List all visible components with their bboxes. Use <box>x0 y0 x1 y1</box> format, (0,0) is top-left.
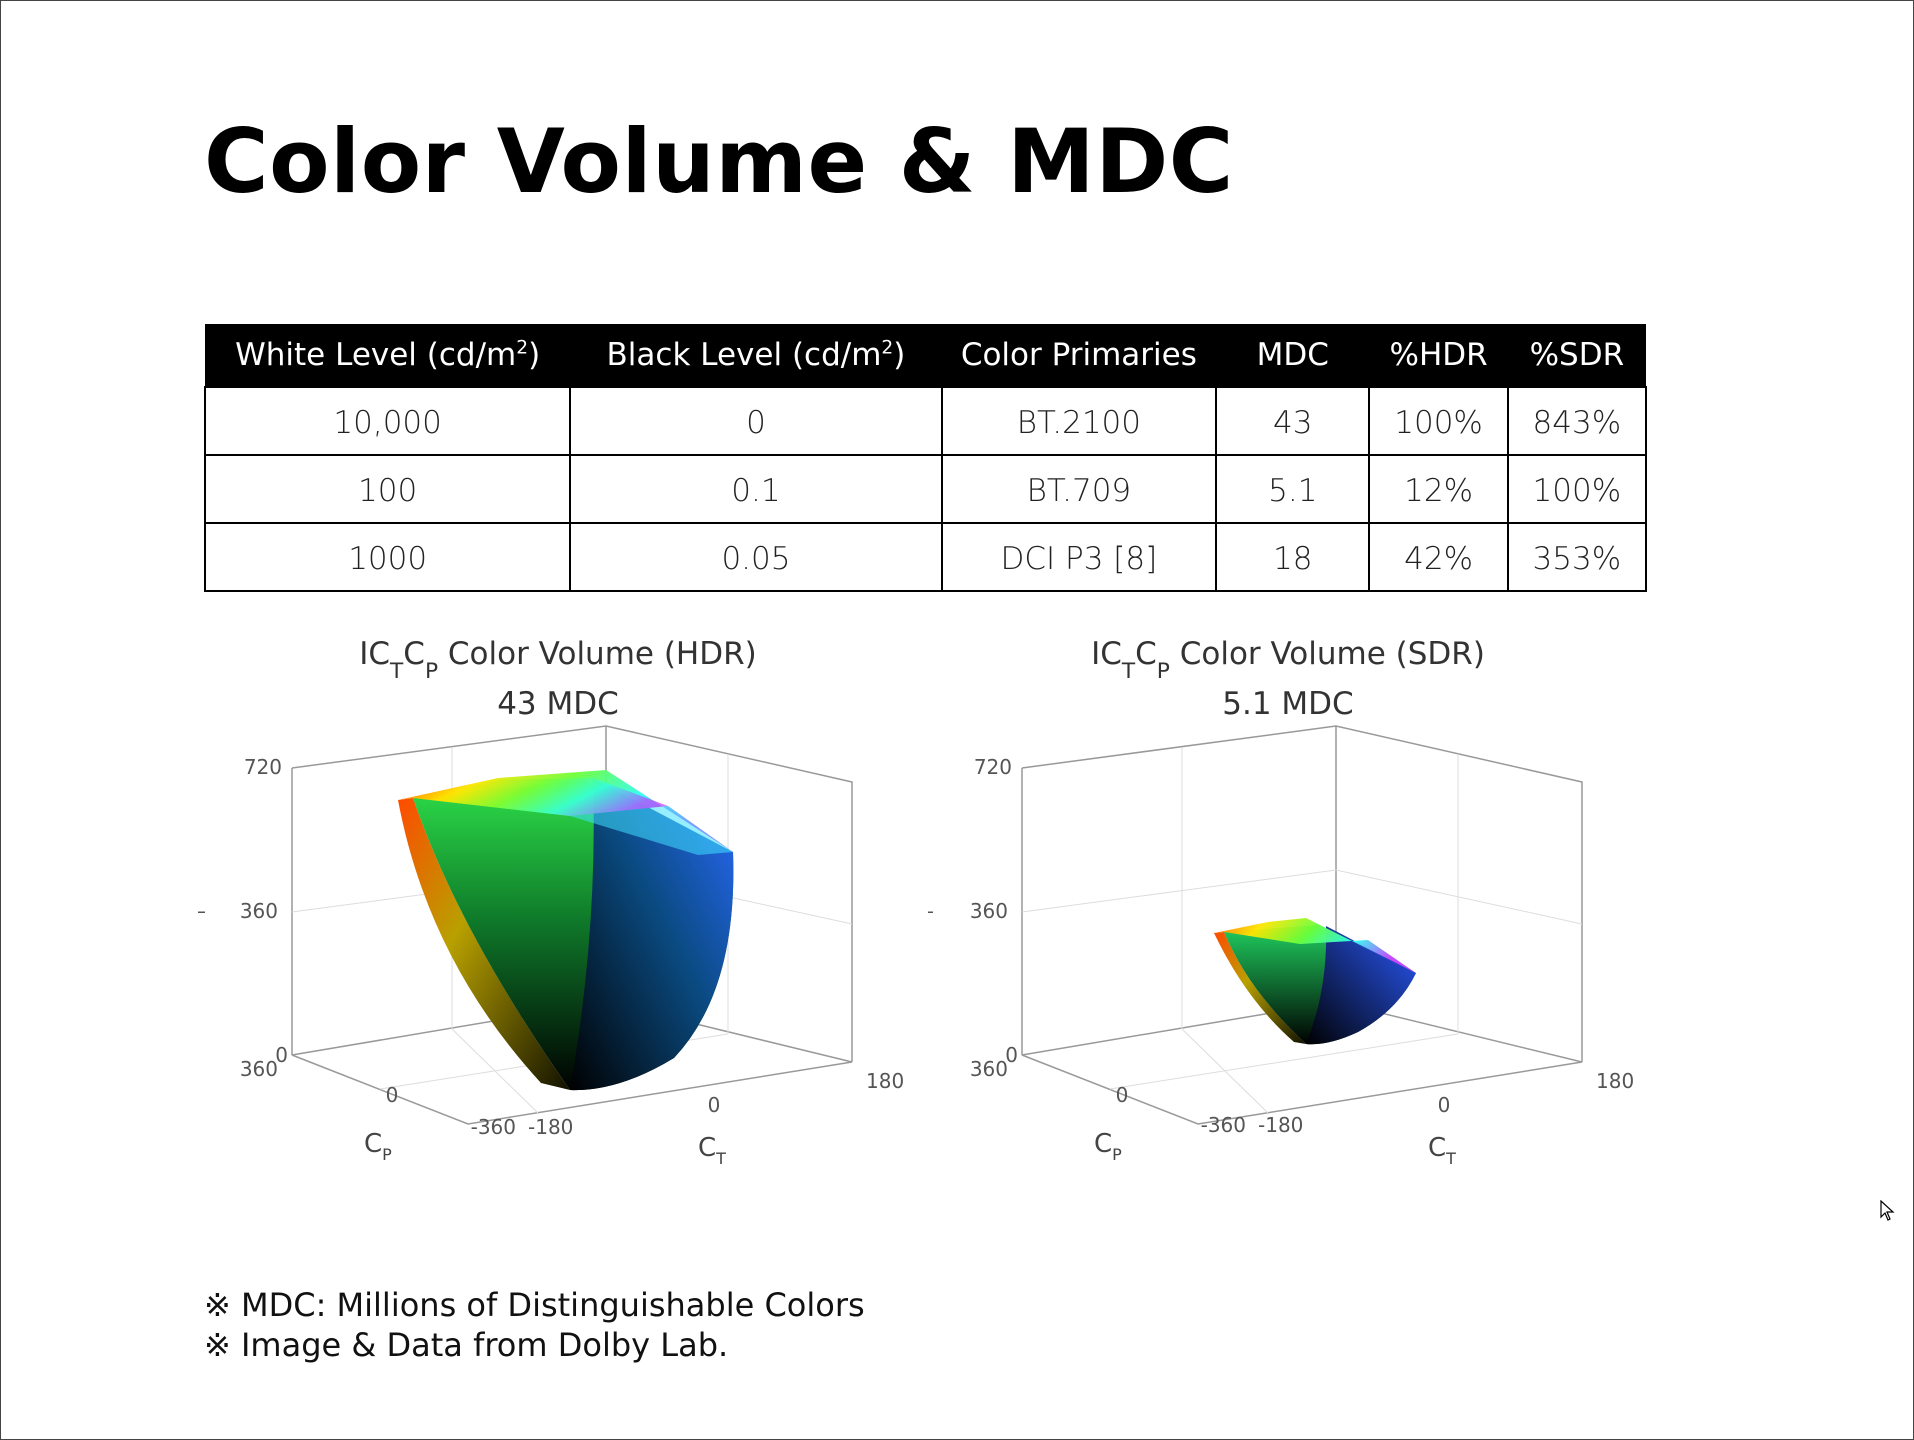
hdr-color-volume-plot: ICTCP Color Volume (HDR) 43 MDC <box>198 630 918 1190</box>
z-tick: 0 <box>1005 1043 1018 1067</box>
z-tick-mark: — <box>198 899 206 923</box>
sdr-color-volume-plot: ICTCP Color Volume (SDR) 5.1 MDC 720 <box>928 630 1648 1190</box>
cp-tick: 360 <box>240 1057 278 1081</box>
table-cell: 5.1 <box>1215 454 1371 524</box>
table-cell: BT.709 <box>940 454 1218 524</box>
table-cell: DCI P3 [8] <box>940 522 1218 592</box>
ct-tick: 0 <box>1438 1093 1451 1117</box>
table-row: 100 0.1 BT.709 5.1 12% 100% <box>203 454 1648 524</box>
hdr-plot-svg: 720 — 360 0 360 0 -360 -180 0 180 CP CT <box>198 725 904 1168</box>
table-row: 10,000 0 BT.2100 43 100% 843% <box>203 386 1648 456</box>
footnote: ※ Image & Data from Dolby Lab. <box>204 1326 729 1364</box>
header-color-primaries: Color Primaries <box>941 324 1217 387</box>
table-cell: 100% <box>1368 386 1509 456</box>
slide-title: Color Volume & MDC <box>204 110 1234 213</box>
table-cell: 10,000 <box>203 386 572 456</box>
table-row: 1000 0.05 DCI P3 [8] 18 42% 353% <box>203 522 1648 592</box>
mdc-table: White Level (cd/m2) Black Level (cd/m2) … <box>203 324 1648 592</box>
ct-axis-label: CT <box>1428 1133 1456 1168</box>
plot-subtitle: 43 MDC <box>497 686 619 722</box>
ct-tick: -180 <box>528 1115 573 1139</box>
plot-title: ICTCP Color Volume (HDR) <box>359 636 757 684</box>
ct-tick: 180 <box>866 1069 904 1093</box>
table-cell: BT.2100 <box>940 386 1218 456</box>
axis-ticks: 720 — 360 0 360 0 -360 -180 0 180 <box>198 755 904 1139</box>
z-tick: 720 <box>974 755 1012 779</box>
table-cell: 100 <box>203 454 572 524</box>
axis-labels: CP CT <box>364 1129 726 1168</box>
ct-tick: -180 <box>1258 1113 1303 1137</box>
z-tick: 0 <box>275 1043 288 1067</box>
z-tick: 360 <box>970 899 1008 923</box>
cp-axis-label: CP <box>364 1129 392 1164</box>
sdr-volume-shape <box>1214 918 1416 1045</box>
hdr-volume-shape <box>398 770 734 1091</box>
cp-tick: -360 <box>471 1115 516 1139</box>
table-cell: 43 <box>1215 386 1371 456</box>
ct-tick: 180 <box>1596 1069 1634 1093</box>
table-cell: 0.1 <box>569 454 943 524</box>
cp-tick: 0 <box>1116 1083 1129 1107</box>
z-tick: 720 <box>244 755 282 779</box>
mouse-pointer-icon <box>1880 1200 1895 1221</box>
table-cell: 1000 <box>203 522 572 592</box>
table-cell: 353% <box>1506 522 1648 592</box>
sdr-plot-svg: 720 — 360 0 360 0 -360 -180 0 180 CP CT <box>928 725 1634 1168</box>
cp-axis-label: CP <box>1094 1129 1122 1164</box>
header-white-level: White Level (cd/m2) <box>205 324 571 387</box>
z-tick-mark: — <box>928 899 934 923</box>
header-sdr: %SDR <box>1507 324 1646 387</box>
table-header-row: White Level (cd/m2) Black Level (cd/m2) … <box>205 324 1646 387</box>
plot-subtitle: 5.1 MDC <box>1222 686 1354 722</box>
plot-grid <box>1021 747 1583 1114</box>
table-cell: 42% <box>1368 522 1509 592</box>
footnotes: ※ MDC: Millions of Distinguishable Color… <box>204 1285 865 1365</box>
footnote: ※ MDC: Millions of Distinguishable Color… <box>204 1286 865 1324</box>
z-tick: 360 <box>240 899 278 923</box>
table-cell: 0.05 <box>569 522 943 592</box>
table-cell: 843% <box>1506 386 1648 456</box>
cp-tick: -360 <box>1201 1113 1246 1137</box>
cp-tick: 0 <box>386 1083 399 1107</box>
table-cell: 12% <box>1368 454 1509 524</box>
table-cell: 0 <box>569 386 943 456</box>
axis-labels: CP CT <box>1094 1129 1456 1168</box>
table-cell: 18 <box>1215 522 1371 592</box>
cp-tick: 360 <box>970 1057 1008 1081</box>
axis-ticks: 720 — 360 0 360 0 -360 -180 0 180 <box>928 755 1634 1137</box>
header-mdc: MDC <box>1216 324 1370 387</box>
ct-tick: 0 <box>708 1093 721 1117</box>
header-hdr: %HDR <box>1369 324 1508 387</box>
table-cell: 100% <box>1506 454 1648 524</box>
header-black-level: Black Level (cd/m2) <box>570 324 942 387</box>
plot-title: ICTCP Color Volume (SDR) <box>1091 636 1485 684</box>
ct-axis-label: CT <box>698 1133 726 1168</box>
